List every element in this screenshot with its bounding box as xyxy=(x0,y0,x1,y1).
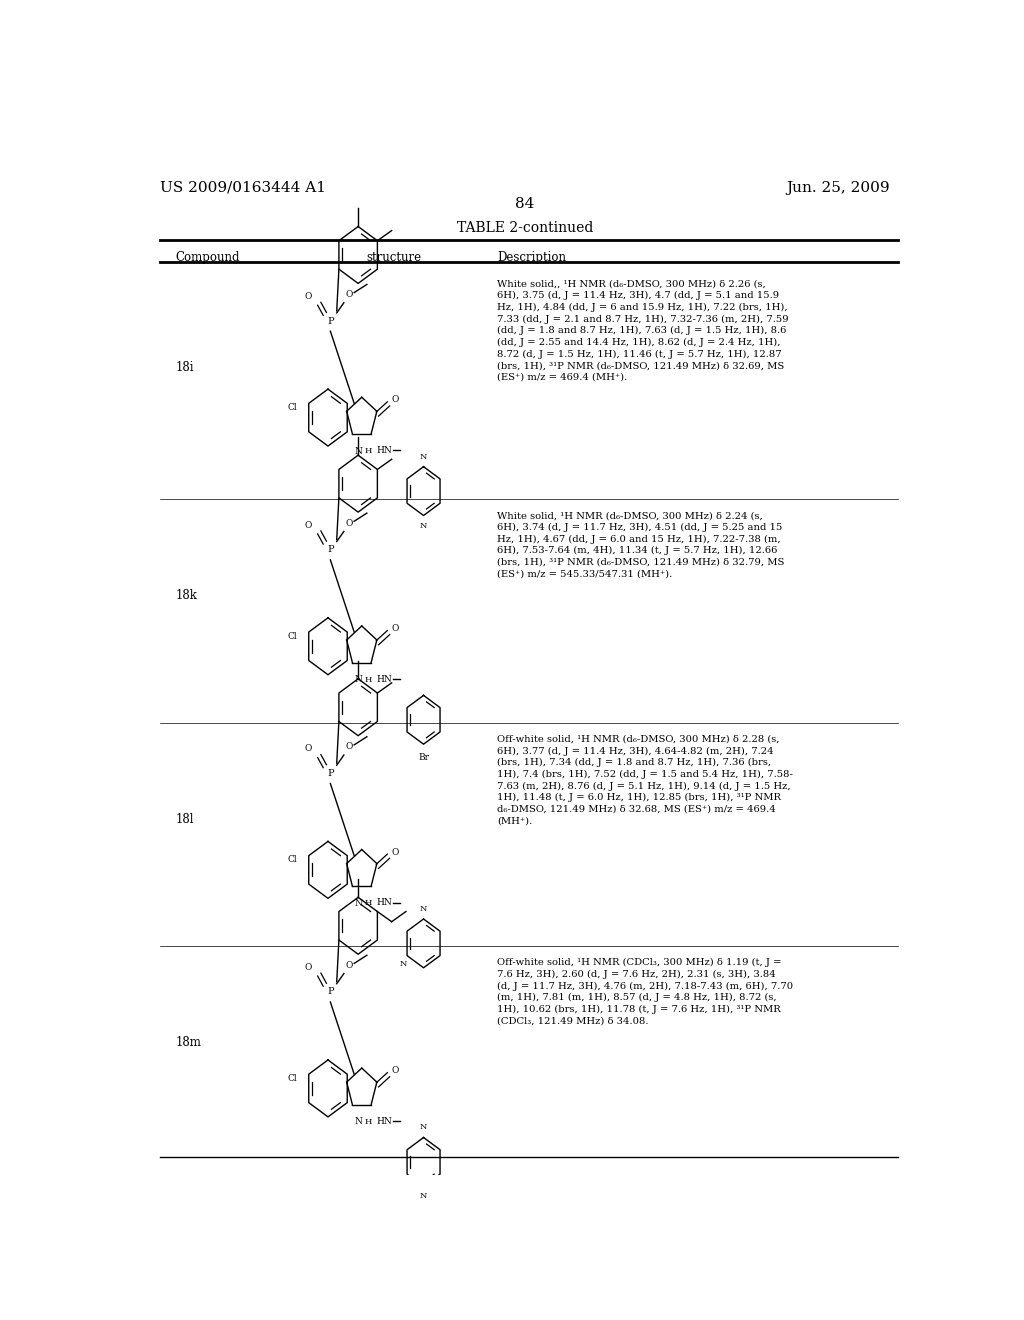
Text: N: N xyxy=(354,1118,362,1126)
Text: N: N xyxy=(354,899,362,908)
Text: (MH⁺).: (MH⁺). xyxy=(497,817,532,825)
Text: US 2009/0163444 A1: US 2009/0163444 A1 xyxy=(160,181,326,195)
Text: N: N xyxy=(420,904,427,913)
Text: 6H), 3.74 (d, J = 11.7 Hz, 3H), 4.51 (dd, J = 5.25 and 15: 6H), 3.74 (d, J = 11.7 Hz, 3H), 4.51 (dd… xyxy=(497,523,782,532)
Text: O: O xyxy=(391,847,398,857)
Text: 1H), 7.4 (brs, 1H), 7.52 (dd, J = 1.5 and 5.4 Hz, 1H), 7.58-: 1H), 7.4 (brs, 1H), 7.52 (dd, J = 1.5 an… xyxy=(497,770,793,779)
Text: N: N xyxy=(420,1192,427,1200)
Text: Description: Description xyxy=(497,251,566,264)
Text: Off-white solid, ¹H NMR (CDCl₃, 300 MHz) δ 1.19 (t, J =: Off-white solid, ¹H NMR (CDCl₃, 300 MHz)… xyxy=(497,958,781,968)
Text: (d, J = 11.7 Hz, 3H), 4.76 (m, 2H), 7.18-7.43 (m, 6H), 7.70: (d, J = 11.7 Hz, 3H), 4.76 (m, 2H), 7.18… xyxy=(497,982,794,991)
Text: 6H), 7.53-7.64 (m, 4H), 11.34 (t, J = 5.7 Hz, 1H), 12.66: 6H), 7.53-7.64 (m, 4H), 11.34 (t, J = 5.… xyxy=(497,546,777,556)
Text: (dd, J = 2.55 and 14.4 Hz, 1H), 8.62 (d, J = 2.4 Hz, 1H),: (dd, J = 2.55 and 14.4 Hz, 1H), 8.62 (d,… xyxy=(497,338,780,347)
Text: O: O xyxy=(304,744,312,754)
Text: (brs, 1H), ³¹P NMR (d₆-DMSO, 121.49 MHz) δ 32.69, MS: (brs, 1H), ³¹P NMR (d₆-DMSO, 121.49 MHz)… xyxy=(497,362,784,370)
Text: H: H xyxy=(365,447,372,455)
Text: O: O xyxy=(304,292,312,301)
Text: 8.72 (d, J = 1.5 Hz, 1H), 11.46 (t, J = 5.7 Hz, 1H), 12.87: 8.72 (d, J = 1.5 Hz, 1H), 11.46 (t, J = … xyxy=(497,350,781,359)
Text: O: O xyxy=(391,395,398,404)
Text: HN: HN xyxy=(376,1117,392,1126)
Text: P: P xyxy=(327,768,334,777)
Text: (brs, 1H), ³¹P NMR (d₆-DMSO, 121.49 MHz) δ 32.79, MS: (brs, 1H), ³¹P NMR (d₆-DMSO, 121.49 MHz)… xyxy=(497,558,784,566)
Text: P: P xyxy=(327,545,334,554)
Text: d₆-DMSO, 121.49 MHz) δ 32.68, MS (ES⁺) m/z = 469.4: d₆-DMSO, 121.49 MHz) δ 32.68, MS (ES⁺) m… xyxy=(497,805,776,814)
Text: Jun. 25, 2009: Jun. 25, 2009 xyxy=(786,181,890,195)
Text: H: H xyxy=(365,676,372,684)
Text: Compound: Compound xyxy=(176,251,240,264)
Text: 6H), 3.77 (d, J = 11.4 Hz, 3H), 4.64-4.82 (m, 2H), 7.24: 6H), 3.77 (d, J = 11.4 Hz, 3H), 4.64-4.8… xyxy=(497,746,774,755)
Text: Off-white solid, ¹H NMR (d₆-DMSO, 300 MHz) δ 2.28 (s,: Off-white solid, ¹H NMR (d₆-DMSO, 300 MH… xyxy=(497,735,779,743)
Text: Cl: Cl xyxy=(287,403,297,412)
Text: N: N xyxy=(420,453,427,461)
Text: O: O xyxy=(304,964,312,972)
Text: 84: 84 xyxy=(515,197,535,211)
Text: O: O xyxy=(304,521,312,529)
Text: White solid,, ¹H NMR (d₆-DMSO, 300 MHz) δ 2.26 (s,: White solid,, ¹H NMR (d₆-DMSO, 300 MHz) … xyxy=(497,280,766,288)
Text: O: O xyxy=(391,624,398,634)
Text: H: H xyxy=(365,1118,372,1126)
Text: 7.33 (dd, J = 2.1 and 8.7 Hz, 1H), 7.32-7.36 (m, 2H), 7.59: 7.33 (dd, J = 2.1 and 8.7 Hz, 1H), 7.32-… xyxy=(497,314,788,323)
Text: 18k: 18k xyxy=(176,589,198,602)
Text: Cl: Cl xyxy=(287,631,297,640)
Text: Hz, 1H), 4.67 (dd, J = 6.0 and 15 Hz, 1H), 7.22-7.38 (m,: Hz, 1H), 4.67 (dd, J = 6.0 and 15 Hz, 1H… xyxy=(497,535,780,544)
Text: 6H), 3.75 (d, J = 11.4 Hz, 3H), 4.7 (dd, J = 5.1 and 15.9: 6H), 3.75 (d, J = 11.4 Hz, 3H), 4.7 (dd,… xyxy=(497,290,779,300)
Text: N: N xyxy=(420,521,427,529)
Text: Hz, 1H), 4.84 (dd, J = 6 and 15.9 Hz, 1H), 7.22 (brs, 1H),: Hz, 1H), 4.84 (dd, J = 6 and 15.9 Hz, 1H… xyxy=(497,302,787,312)
Text: 1H), 10.62 (brs, 1H), 11.78 (t, J = 7.6 Hz, 1H), ³¹P NMR: 1H), 10.62 (brs, 1H), 11.78 (t, J = 7.6 … xyxy=(497,1005,780,1014)
Text: 1H), 11.48 (t, J = 6.0 Hz, 1H), 12.85 (brs, 1H), ³¹P NMR: 1H), 11.48 (t, J = 6.0 Hz, 1H), 12.85 (b… xyxy=(497,793,781,803)
Text: P: P xyxy=(327,317,334,326)
Text: 18i: 18i xyxy=(176,362,195,375)
Text: HN: HN xyxy=(376,675,392,684)
Text: 7.6 Hz, 3H), 2.60 (d, J = 7.6 Hz, 2H), 2.31 (s, 3H), 3.84: 7.6 Hz, 3H), 2.60 (d, J = 7.6 Hz, 2H), 2… xyxy=(497,970,776,979)
Text: HN: HN xyxy=(376,446,392,455)
Text: 18m: 18m xyxy=(176,1036,202,1049)
Text: (ES⁺) m/z = 545.33/547.31 (MH⁺).: (ES⁺) m/z = 545.33/547.31 (MH⁺). xyxy=(497,569,673,578)
Text: (ES⁺) m/z = 469.4 (MH⁺).: (ES⁺) m/z = 469.4 (MH⁺). xyxy=(497,372,628,381)
Text: Cl: Cl xyxy=(287,1073,297,1082)
Text: (dd, J = 1.8 and 8.7 Hz, 1H), 7.63 (d, J = 1.5 Hz, 1H), 8.6: (dd, J = 1.8 and 8.7 Hz, 1H), 7.63 (d, J… xyxy=(497,326,786,335)
Text: H: H xyxy=(365,899,372,907)
Text: TABLE 2-continued: TABLE 2-continued xyxy=(457,222,593,235)
Text: N: N xyxy=(420,1123,427,1131)
Text: structure: structure xyxy=(367,251,421,264)
Text: N: N xyxy=(354,446,362,455)
Text: White solid, ¹H NMR (d₆-DMSO, 300 MHz) δ 2.24 (s,: White solid, ¹H NMR (d₆-DMSO, 300 MHz) δ… xyxy=(497,511,763,520)
Text: Br: Br xyxy=(418,752,429,762)
Text: N: N xyxy=(354,676,362,684)
Text: (brs, 1H), 7.34 (dd, J = 1.8 and 8.7 Hz, 1H), 7.36 (brs,: (brs, 1H), 7.34 (dd, J = 1.8 and 8.7 Hz,… xyxy=(497,758,771,767)
Text: Cl: Cl xyxy=(287,855,297,865)
Text: O: O xyxy=(346,742,353,751)
Text: O: O xyxy=(391,1067,398,1076)
Text: (m, 1H), 7.81 (m, 1H), 8.57 (d, J = 4.8 Hz, 1H), 8.72 (s,: (m, 1H), 7.81 (m, 1H), 8.57 (d, J = 4.8 … xyxy=(497,994,776,1002)
Text: O: O xyxy=(346,519,353,528)
Text: 18l: 18l xyxy=(176,813,195,825)
Text: O: O xyxy=(346,290,353,300)
Text: P: P xyxy=(327,987,334,997)
Text: HN: HN xyxy=(376,898,392,907)
Text: O: O xyxy=(346,961,353,970)
Text: 7.63 (m, 2H), 8.76 (d, J = 5.1 Hz, 1H), 9.14 (d, J = 1.5 Hz,: 7.63 (m, 2H), 8.76 (d, J = 5.1 Hz, 1H), … xyxy=(497,781,791,791)
Text: (CDCl₃, 121.49 MHz) δ 34.08.: (CDCl₃, 121.49 MHz) δ 34.08. xyxy=(497,1016,648,1026)
Text: N: N xyxy=(399,960,407,968)
